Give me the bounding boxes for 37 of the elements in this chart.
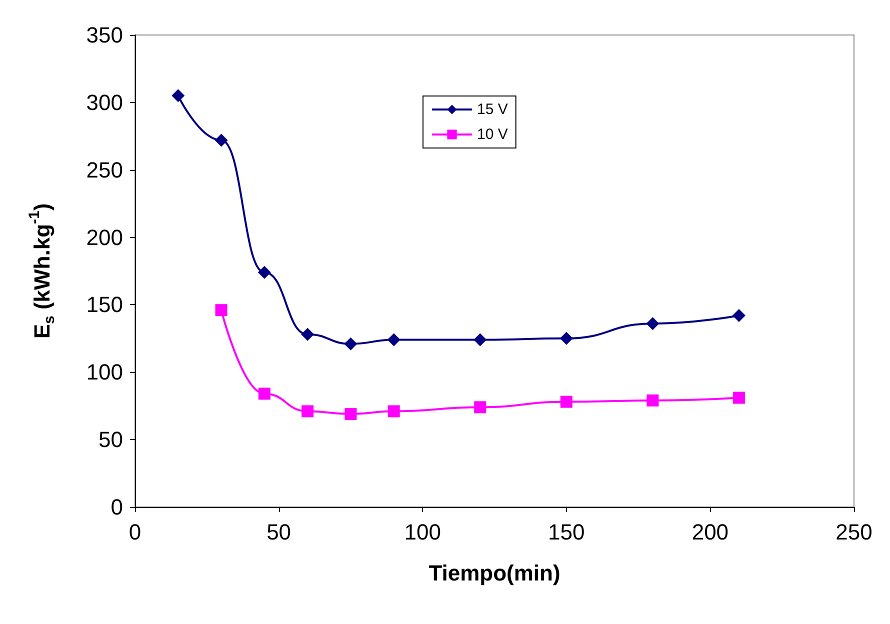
- point: [258, 388, 270, 400]
- x-tick-label: 200: [692, 520, 729, 544]
- point: [732, 309, 746, 322]
- y-tick-label: 300: [86, 90, 123, 115]
- point: [646, 317, 660, 330]
- legend-label: 15 V: [477, 101, 508, 118]
- point: [172, 89, 185, 102]
- point: [732, 392, 745, 404]
- point: [344, 408, 357, 420]
- point: [560, 396, 572, 408]
- point: [388, 405, 400, 418]
- x-tick-label: 50: [266, 520, 292, 544]
- y-tick-label: 250: [86, 157, 123, 182]
- point: [646, 394, 659, 406]
- point: [302, 405, 314, 418]
- y-tick-label: 100: [86, 360, 123, 385]
- y-tick-label: 50: [98, 427, 123, 452]
- point: [474, 333, 487, 346]
- point: [258, 266, 271, 279]
- point: [344, 337, 358, 350]
- point: [214, 134, 228, 147]
- x-tick-label: 250: [836, 520, 872, 544]
- point: [387, 333, 400, 346]
- legend-label: 10 V: [477, 126, 508, 143]
- point: [474, 401, 486, 414]
- x-tick-label: 150: [548, 520, 585, 544]
- y-tick-label: 350: [86, 22, 123, 48]
- point: [301, 328, 314, 341]
- y-tick-label: 200: [86, 224, 123, 250]
- point: [215, 304, 228, 316]
- x-tick-label: 0: [128, 520, 142, 544]
- y-tick-label: 150: [86, 292, 123, 318]
- y-axis-title: Es (kWh.kg-1): [26, 203, 58, 339]
- y-tick-label: 0: [110, 494, 123, 520]
- x-tick-label: 100: [404, 520, 441, 544]
- x-axis-title: Tiempo(min): [428, 560, 560, 586]
- point: [560, 332, 573, 345]
